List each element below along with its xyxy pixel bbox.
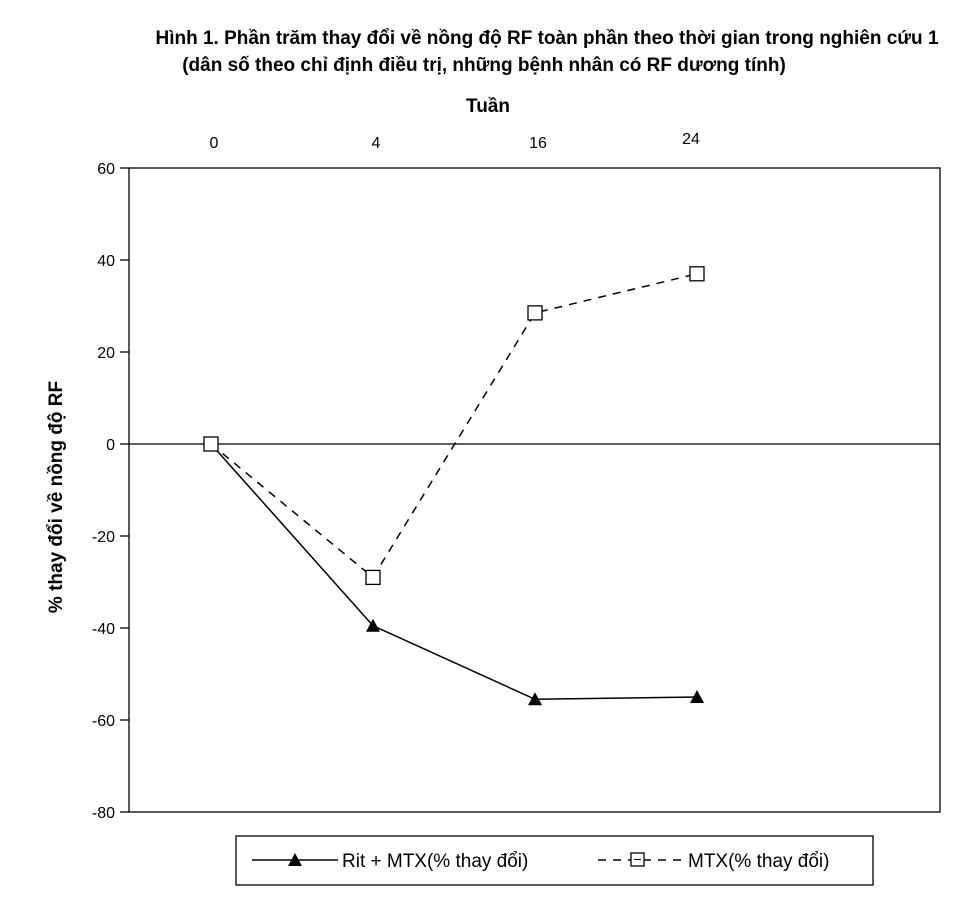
legend-box	[235, 835, 874, 886]
data-point-rit-mtx	[366, 618, 380, 632]
chart-title-line-1: Hình 1. Phần trăm thay đổi về nồng độ RF…	[155, 28, 938, 49]
series-line-rit-mtx	[210, 443, 698, 701]
legend-label-mtx: MTX(% thay đổi)	[688, 851, 829, 872]
y-tick-label: 60	[97, 161, 115, 178]
data-point-rit-mtx	[528, 692, 542, 706]
y-tick-label: -20	[92, 529, 115, 546]
data-point-mtx	[527, 305, 543, 321]
data-point-mtx	[203, 436, 219, 452]
data-point-mtx	[365, 569, 381, 586]
series-layer	[203, 266, 705, 706]
x-tick-label: 4	[372, 135, 381, 152]
y-tick-label: 20	[97, 345, 115, 362]
plot-frame	[128, 167, 941, 813]
chart-title-line-2: (dân số theo chỉ định điều trị, những bệ…	[182, 55, 786, 76]
x-tick-label: 24	[682, 131, 700, 148]
x-tick-label: 0	[210, 135, 219, 152]
y-tick-label: -60	[92, 713, 115, 730]
y-tick-label: -40	[92, 621, 115, 638]
series-line-mtx	[210, 273, 698, 579]
y-tick-label: 0	[106, 437, 115, 454]
x-tick-label: 16	[529, 135, 547, 152]
data-point-rit-mtx	[690, 690, 704, 703]
y-tick-label: 40	[97, 253, 115, 270]
legend: Rit + MTX(% thay đổi) MTX(% thay đổi)	[235, 835, 874, 886]
y-tick-label: -80	[92, 805, 115, 822]
data-point-mtx	[689, 266, 705, 282]
y-axis: 60 40 20 0 -20 -40 -60 -80	[92, 161, 129, 822]
legend-triangle-marker-icon	[288, 853, 302, 866]
x-axis: 0 4 16 24	[210, 131, 700, 152]
x-axis-label: Tuần	[466, 96, 510, 117]
legend-label-rit-mtx: Rit + MTX(% thay đổi)	[342, 851, 528, 872]
y-axis-label: % thay đổi về nồng độ RF	[46, 381, 67, 613]
